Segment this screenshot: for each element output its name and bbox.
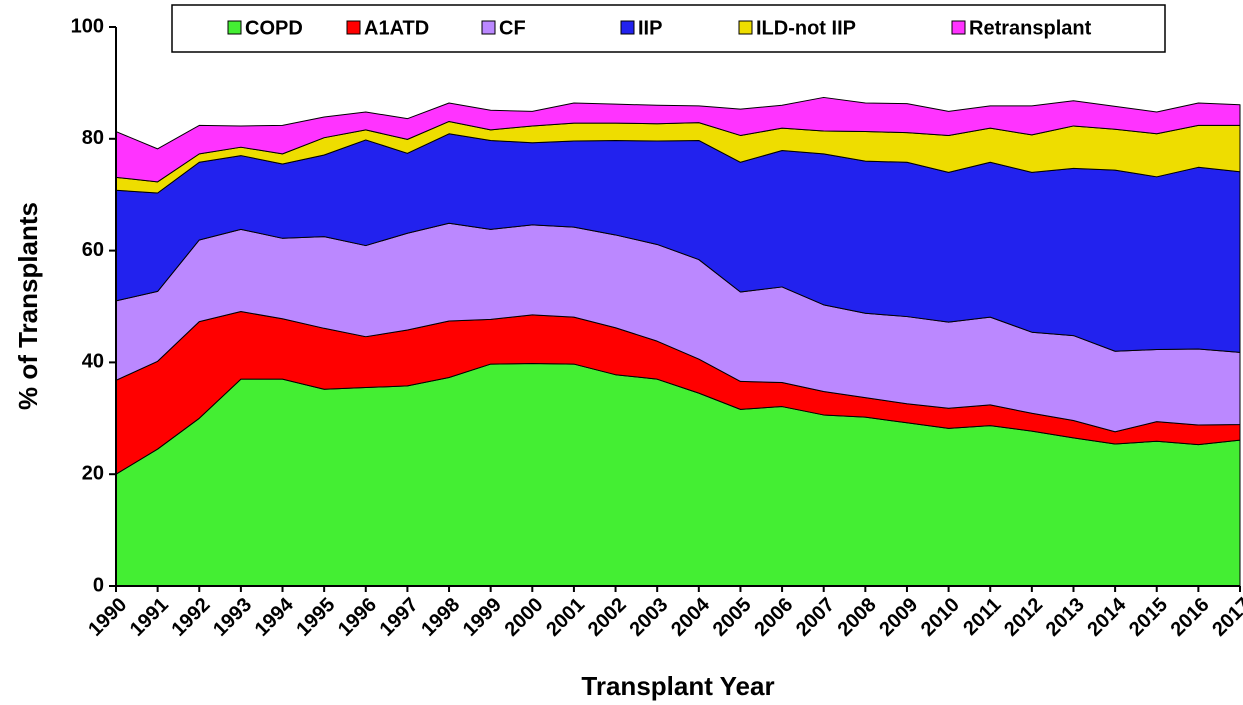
x-tick-label: 1991 <box>126 594 173 641</box>
y-tick-label: 0 <box>93 574 104 596</box>
x-tick-label: 2011 <box>959 594 1005 640</box>
x-tick-label: 2013 <box>1042 594 1089 641</box>
x-tick-label: 1993 <box>209 594 256 641</box>
x-tick-label: 1998 <box>417 594 464 641</box>
x-tick-label: 2016 <box>1167 594 1214 641</box>
legend-swatch <box>227 20 242 35</box>
area <box>115 96 1241 183</box>
legend-swatch <box>620 20 635 35</box>
x-tick-label: 2004 <box>667 593 715 641</box>
x-tick-label: 2002 <box>584 594 631 641</box>
x-axis-title: Transplant Year <box>581 671 774 701</box>
y-tick-label: 20 <box>82 462 104 484</box>
y-axis-title: % of Transplants <box>13 202 43 410</box>
x-tick-label: 2015 <box>1125 594 1172 641</box>
x-tick-label: 1996 <box>334 594 381 641</box>
x-tick-label: 1994 <box>251 593 299 641</box>
x-tick-label: 2006 <box>750 594 797 641</box>
x-tick-label: 2008 <box>834 594 881 641</box>
y-tick-label: 40 <box>82 351 104 373</box>
legend-swatch <box>738 20 753 35</box>
x-tick-label: 1995 <box>292 594 339 641</box>
legend-box <box>171 4 1166 53</box>
x-tick-label: 2012 <box>1000 594 1047 641</box>
legend-label: COPD <box>245 17 303 39</box>
x-tick-label: 2001 <box>542 594 589 641</box>
x-tick-label: 2007 <box>792 594 839 641</box>
x-tick-label: 1999 <box>459 594 506 641</box>
legend-swatch <box>346 20 361 35</box>
legend-swatch <box>481 20 496 35</box>
y-tick-label: 80 <box>82 127 104 149</box>
x-tick-label: 2000 <box>501 594 548 641</box>
legend-label: Retransplant <box>969 17 1092 39</box>
legend-label: IIP <box>638 17 662 39</box>
y-tick-label: 100 <box>71 15 104 37</box>
x-tick-label: 2010 <box>917 594 964 641</box>
x-tick-label: 2009 <box>875 594 922 641</box>
legend-label: CF <box>499 17 526 39</box>
legend-swatch <box>951 20 966 35</box>
x-tick-label: 1997 <box>376 594 423 641</box>
legend-label: ILD-not IIP <box>756 17 856 39</box>
x-tick-label: 1992 <box>168 594 215 641</box>
y-tick-label: 60 <box>82 239 104 261</box>
x-tick-label: 2017 <box>1208 594 1243 641</box>
x-tick-label: 1990 <box>84 594 131 641</box>
x-tick-label: 2014 <box>1083 593 1131 641</box>
legend-label: A1ATD <box>364 17 429 39</box>
x-tick-label: 2003 <box>625 594 672 641</box>
x-tick-label: 2005 <box>709 594 756 641</box>
